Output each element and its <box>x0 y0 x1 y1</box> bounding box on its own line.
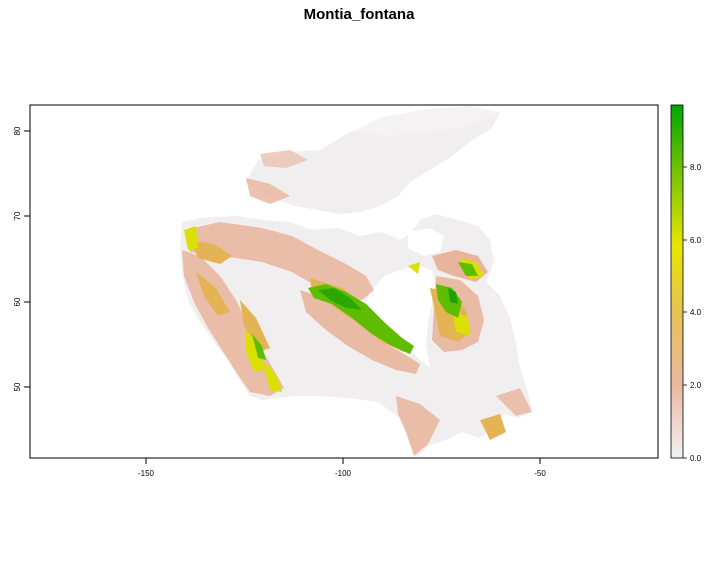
y-tick-label: 70 <box>13 211 22 220</box>
x-tick-label: -50 <box>534 469 546 478</box>
y-axis: 50 60 70 80 <box>13 126 30 391</box>
legend: 0.0 2.0 4.0 6.0 8.0 <box>670 104 702 463</box>
raster-layer <box>180 106 532 458</box>
y-tick-label: 60 <box>13 297 22 306</box>
y-tick-label: 50 <box>13 382 22 391</box>
legend-color-bar <box>670 104 684 459</box>
x-axis: -150 -100 -50 <box>138 458 546 478</box>
map-title: Montia_fontana <box>303 6 415 23</box>
legend-tick-label: 8.0 <box>690 163 702 172</box>
arctic-islands <box>246 110 500 214</box>
legend-tick-label: 0.0 <box>690 454 702 463</box>
y-tick-label: 80 <box>13 126 22 135</box>
x-tick-label: -100 <box>335 469 352 478</box>
salmon-north-belt <box>185 222 374 300</box>
legend-tick-label: 4.0 <box>690 308 702 317</box>
legend-tick-label: 6.0 <box>690 236 702 245</box>
hudson-bay <box>366 266 436 368</box>
salmon-central-belt <box>300 290 420 374</box>
x-tick-label: -150 <box>138 469 155 478</box>
legend-tick-label: 2.0 <box>690 381 702 390</box>
